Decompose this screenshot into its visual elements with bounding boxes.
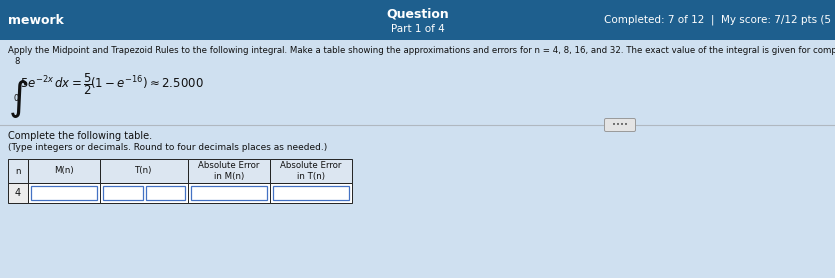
Text: $\int$: $\int$ [8, 78, 28, 120]
Bar [191, 186, 267, 200]
Text: ••••: •••• [612, 122, 628, 128]
Bar [0, 0, 835, 40]
Bar [28, 183, 100, 203]
Text: 0: 0 [14, 94, 19, 103]
Text: 8: 8 [14, 57, 19, 66]
Bar [273, 186, 349, 200]
Bar [270, 183, 352, 203]
Text: mework: mework [8, 14, 63, 26]
Bar [100, 159, 188, 183]
Bar [0, 40, 835, 278]
Text: (Type integers or decimals. Round to four decimals places as needed.): (Type integers or decimals. Round to fou… [8, 143, 327, 152]
Bar [103, 186, 143, 200]
Text: n: n [15, 167, 21, 175]
Bar [8, 183, 28, 203]
Text: Absolute Error
in T(n): Absolute Error in T(n) [281, 161, 342, 181]
Text: T(n): T(n) [135, 167, 153, 175]
Text: $5e^{-2x}\,dx = \dfrac{5}{2}\!\left(1 - e^{-16}\right) \approx 2.5000$: $5e^{-2x}\,dx = \dfrac{5}{2}\!\left(1 - … [20, 71, 204, 97]
Text: Completed: 7 of 12  |  My score: 7/12 pts (5: Completed: 7 of 12 | My score: 7/12 pts … [604, 15, 831, 25]
Bar [270, 159, 352, 183]
Text: Complete the following table.: Complete the following table. [8, 131, 152, 141]
Text: Absolute Error
in M(n): Absolute Error in M(n) [199, 161, 260, 181]
Text: Question: Question [386, 8, 449, 21]
Bar [8, 159, 28, 183]
Text: Apply the Midpoint and Trapezoid Rules to the following integral. Make a table s: Apply the Midpoint and Trapezoid Rules t… [8, 46, 835, 55]
Bar [188, 183, 270, 203]
Bar [145, 186, 185, 200]
Text: Part 1 of 4: Part 1 of 4 [391, 24, 444, 34]
Bar [188, 159, 270, 183]
Bar [31, 186, 97, 200]
Bar [28, 159, 100, 183]
Text: M(n): M(n) [54, 167, 73, 175]
Bar [100, 183, 188, 203]
FancyBboxPatch shape [605, 118, 635, 131]
Text: 4: 4 [15, 188, 21, 198]
